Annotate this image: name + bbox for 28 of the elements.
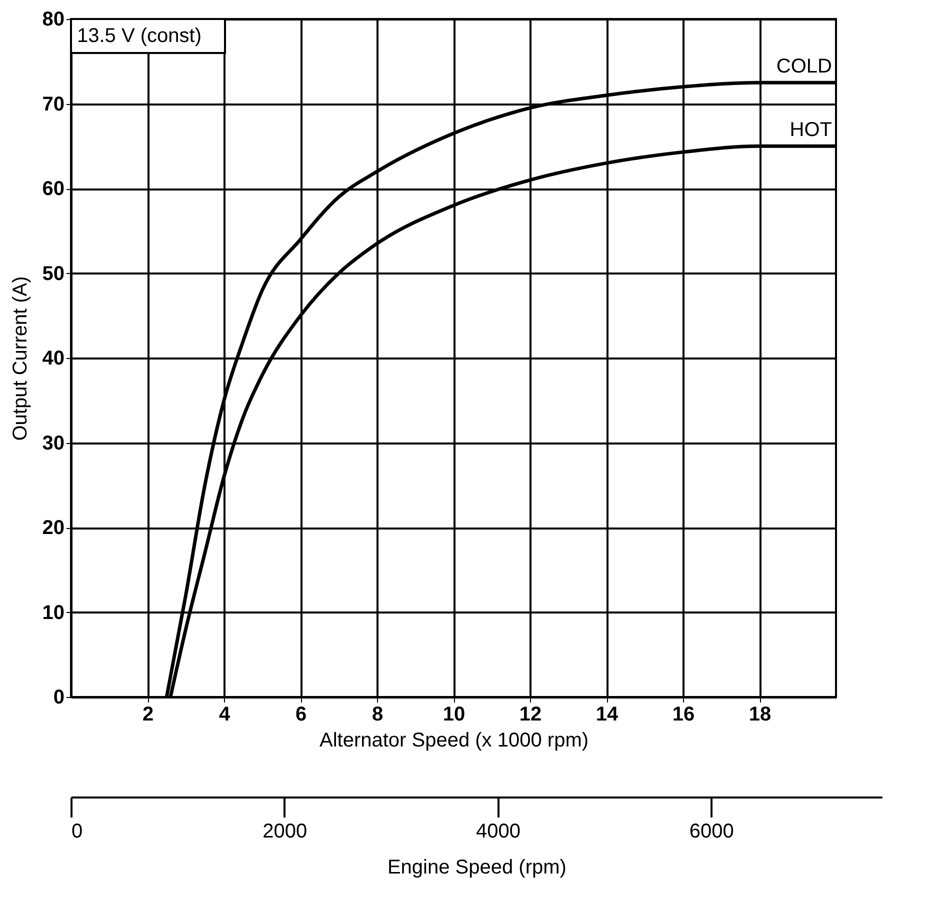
x2-tick-label: 2000 xyxy=(262,820,308,842)
x2-tick-label: 4000 xyxy=(476,820,521,842)
y-tick-label: 80 xyxy=(42,8,64,30)
y-tick-label: 20 xyxy=(42,517,64,539)
y-tick-label: 50 xyxy=(42,262,64,285)
y-tick-label: 10 xyxy=(42,602,64,624)
x-tick-label: 6 xyxy=(295,704,307,726)
series-label: COLD xyxy=(776,56,832,78)
x2-tick-label: 0 xyxy=(72,820,83,842)
x2-tick-label: 6000 xyxy=(689,820,734,842)
x-tick-label: 4 xyxy=(218,704,231,726)
x-tick-label: 8 xyxy=(372,704,384,726)
y-tick-label: 0 xyxy=(53,686,64,708)
x-tick-label: 10 xyxy=(442,704,466,726)
x-tick-label: 14 xyxy=(596,704,619,726)
series-label: HOT xyxy=(790,119,832,142)
y-axis-title: Output Current (A) xyxy=(9,276,32,441)
x-tick-label: 2 xyxy=(142,704,154,726)
annotation: 13.5 V (const) xyxy=(77,25,202,47)
x-tick-label: 18 xyxy=(748,704,772,726)
y-tick-label: 30 xyxy=(42,432,64,454)
x2-axis-title: Engine Speed (rpm) xyxy=(387,856,566,878)
y-tick-label: 70 xyxy=(42,93,64,116)
y-tick-label: 60 xyxy=(42,178,64,200)
y-tick-label: 40 xyxy=(42,348,64,370)
x-tick-label: 12 xyxy=(519,704,542,726)
x-tick-label: 16 xyxy=(672,704,695,726)
x-axis-title: Alternator Speed (x 1000 rpm) xyxy=(319,730,589,752)
